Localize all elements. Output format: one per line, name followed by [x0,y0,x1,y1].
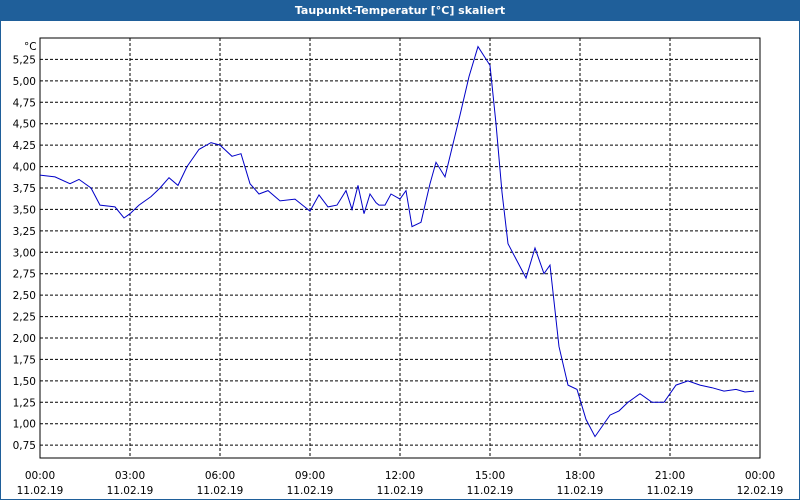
y-tick-label: 3,50 [13,204,36,216]
y-tick-label: 3,00 [13,247,36,259]
x-tick-time: 06:00 [205,470,235,482]
x-tick-date: 11.02.19 [647,485,694,497]
x-tick-time: 18:00 [565,470,595,482]
y-tick-label: 1,25 [13,397,36,409]
y-tick-label: 4,00 [13,162,36,174]
x-tick-date: 11.02.19 [197,485,244,497]
y-tick-labels: 0,75 1,00 1,25 1,50 1,75 2,00 2,25 2,50 2,75 3,00… [13,54,36,452]
x-tick-date: 11.02.19 [107,485,154,497]
x-tick-date: 11.02.19 [17,485,64,497]
x-tick-date: 11.02.19 [467,485,514,497]
x-tick-time: 09:00 [295,470,325,482]
x-tick-time: 00:00 [25,470,55,482]
y-tick-label: 2,25 [13,312,36,324]
x-tick-time: 00:00 [745,470,775,482]
x-tick-time: 21:00 [655,470,685,482]
x-tick-date: 11.02.19 [377,485,424,497]
y-tick-label: 2,00 [13,333,36,345]
y-tick-label: 2,50 [13,290,36,302]
y-tick-label: 1,50 [13,376,36,388]
y-tick-label: 5,00 [13,76,36,88]
y-tick-label: 1,75 [13,354,36,366]
x-tick-time: 12:00 [385,470,415,482]
x-tick-time: 15:00 [475,470,505,482]
y-tick-label: 2,75 [13,269,36,281]
chart-title: Taupunkt-Temperatur [°C] skaliert [1,1,799,21]
x-tick-time: 03:00 [115,470,145,482]
y-tick-label: 4,50 [13,119,36,131]
y-tick-label: 3,75 [13,183,36,195]
y-tick-label: 4,25 [13,140,36,152]
y-unit-label: °C [24,41,37,53]
x-tick-date: 11.02.19 [557,485,604,497]
y-tick-label: 0,75 [13,440,36,452]
x-tick-date: 12.02.19 [737,485,784,497]
series-line [39,45,755,438]
y-tick-label: 5,25 [13,54,36,66]
y-tick-label: 1,00 [13,419,36,431]
grid [40,38,760,458]
x-tick-date: 11.02.19 [287,485,334,497]
y-tick-label: 3,25 [13,226,36,238]
y-tick-label: 4,75 [13,97,36,109]
x-tick-labels: 00:00 11.02.19 03:00 11.02.19 06:00 11.02.19 0… [17,470,784,497]
